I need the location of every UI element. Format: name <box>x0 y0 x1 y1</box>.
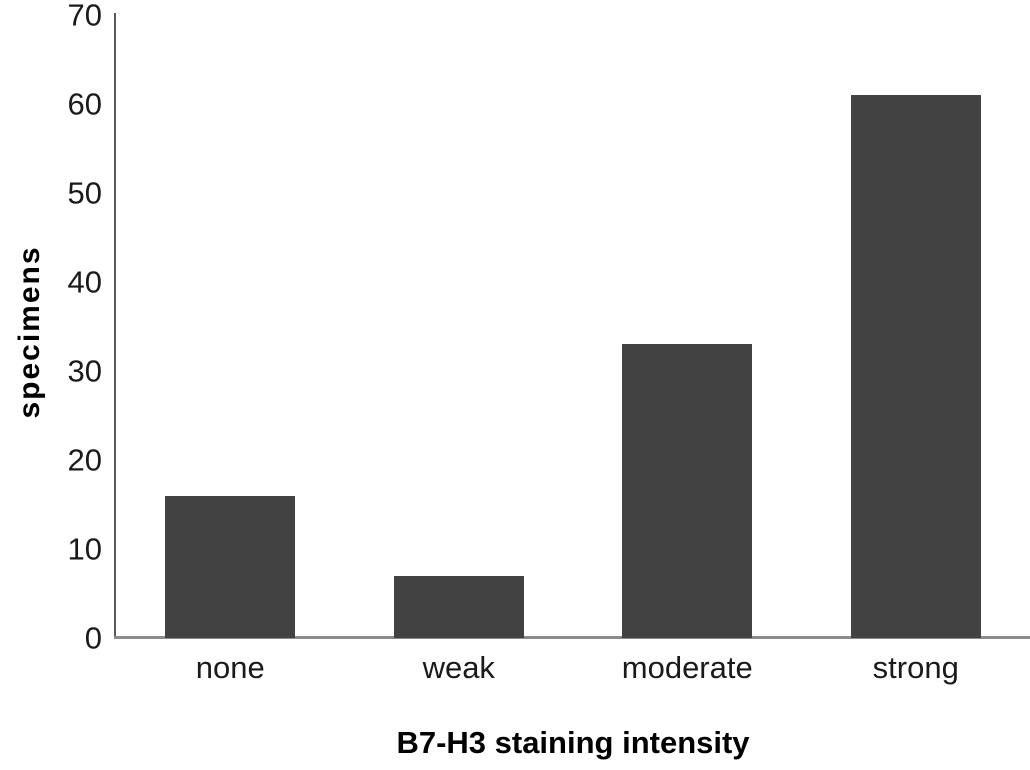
x-tick-label-weak: weak <box>422 650 495 685</box>
y-tick-label-40: 40 <box>67 264 102 300</box>
y-tick-label-50: 50 <box>67 175 102 211</box>
x-axis-baseline <box>114 636 1030 639</box>
y-tick-label-0: 0 <box>84 620 102 656</box>
x-tick-label-moderate: moderate <box>621 650 753 685</box>
bar-weak <box>393 575 524 638</box>
y-axis-title: specimens <box>13 245 46 419</box>
y-tick-label-60: 60 <box>67 86 102 122</box>
x-tick-label-strong: strong <box>872 650 959 685</box>
y-axis-line <box>114 13 116 638</box>
x-axis-title: B7-H3 staining intensity <box>396 725 750 760</box>
y-tick-label-10: 10 <box>67 531 102 567</box>
bar-moderate <box>622 344 753 638</box>
x-tick-label-none: none <box>195 650 265 685</box>
y-tick-label-20: 20 <box>67 442 102 478</box>
y-tick-label-70: 70 <box>67 0 102 33</box>
bar-strong <box>850 95 981 638</box>
y-tick-label-30: 30 <box>67 353 102 389</box>
bar-none <box>165 495 296 638</box>
